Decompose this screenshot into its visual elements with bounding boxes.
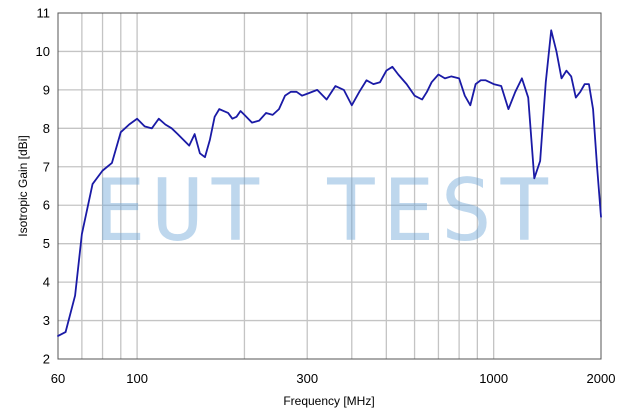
watermark-text: EUT TEST: [94, 161, 556, 261]
x-tick-label: 100: [126, 371, 148, 386]
x-tick-labels: 60 100 300 1000 2000: [51, 371, 616, 386]
x-axis-label: Frequency [MHz]: [283, 394, 374, 408]
y-tick-label: 5: [43, 236, 50, 251]
y-tick-label: 9: [43, 82, 50, 97]
x-tick-label: 60: [51, 371, 65, 386]
x-tick-label: 300: [296, 371, 318, 386]
y-tick-label: 10: [36, 44, 50, 59]
y-tick-label: 3: [43, 313, 50, 328]
x-tick-label: 2000: [587, 371, 616, 386]
plot-frame: [57, 12, 602, 360]
y-tick-label: 7: [43, 159, 50, 174]
y-tick-label: 2: [43, 352, 50, 367]
y-tick-label: 6: [43, 198, 50, 213]
y-tick-label: 11: [37, 6, 51, 21]
grid-lines: [58, 13, 601, 359]
data-layer: [57, 29, 602, 337]
y-tick-label: 8: [43, 121, 50, 136]
y-axis-label: Isotropic Gain [dBi]: [16, 135, 30, 236]
y-tick-label: 4: [43, 275, 50, 290]
x-tick-label: 1000: [479, 371, 508, 386]
y-tick-labels: 2 3 4 5 6 7 8 9 10 11: [36, 6, 50, 367]
series-line: [57, 29, 602, 337]
